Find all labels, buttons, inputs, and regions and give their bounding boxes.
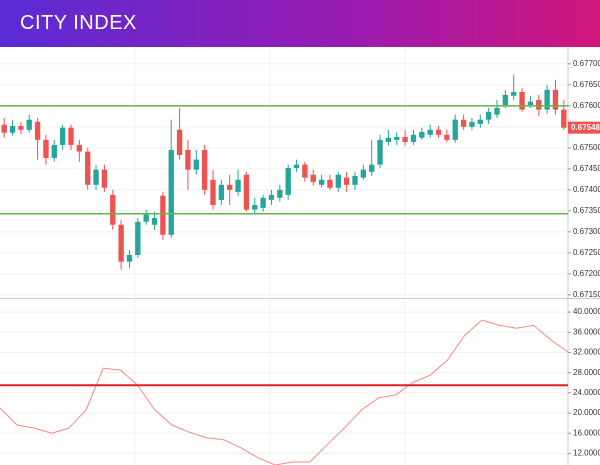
- candle-body: [118, 224, 124, 262]
- candle-body: [310, 174, 316, 182]
- last-price-box: [568, 121, 600, 134]
- y-tick-label: 0.67450: [573, 164, 600, 173]
- candle-body: [511, 91, 517, 96]
- y-tick-label: 0.67600: [573, 101, 600, 110]
- y-tick-label: 12.0000: [573, 449, 600, 458]
- candle-body: [85, 151, 91, 185]
- candle-body: [277, 189, 283, 198]
- candle-body: [93, 169, 99, 185]
- candle-body: [34, 121, 41, 140]
- candle-body: [444, 134, 450, 140]
- candle-body: [402, 136, 408, 142]
- y-tick-label: 24.0000: [573, 388, 600, 397]
- brand: CITY INDEX: [20, 12, 137, 34]
- candle-body: [419, 131, 425, 138]
- candle-body: [1, 124, 7, 133]
- candle-body: [26, 119, 32, 130]
- candle-body: [176, 129, 183, 155]
- candle-body: [76, 144, 83, 152]
- y-tick-label: 32.0000: [573, 348, 600, 357]
- candle-body: [210, 179, 216, 205]
- y-tick-label: 16.0000: [573, 428, 600, 437]
- candle-body: [243, 174, 250, 210]
- candle-body: [9, 125, 16, 133]
- candle-body: [394, 136, 400, 140]
- candle-body: [360, 169, 367, 178]
- candle-body: [485, 111, 492, 120]
- candle-body: [293, 164, 300, 169]
- y-tick-label: 0.67250: [573, 248, 600, 257]
- y-tick-label: 0.67700: [573, 59, 600, 68]
- y-tick-label: 0.67400: [573, 185, 600, 194]
- candle-body: [110, 194, 116, 225]
- y-tick-label: 20.0000: [573, 408, 600, 417]
- candle-body: [193, 159, 199, 170]
- candle-body: [218, 184, 225, 200]
- candle-body: [343, 177, 350, 185]
- candle-body: [151, 218, 158, 225]
- candle-body: [385, 137, 392, 142]
- candle-body: [561, 109, 567, 128]
- candle-body: [59, 127, 66, 145]
- candle-body: [68, 127, 74, 145]
- y-tick-label: 36.0000: [573, 327, 600, 336]
- y-tick-label: 28.0000: [573, 368, 600, 377]
- candle-body: [185, 149, 191, 170]
- candle-body: [168, 149, 174, 235]
- candle-body: [427, 129, 433, 135]
- candle-body: [18, 125, 24, 130]
- last-price-label: 0.67548: [571, 123, 600, 132]
- y-tick-label: 0.67150: [573, 290, 600, 299]
- candle-body: [160, 195, 166, 235]
- candle-body: [410, 134, 417, 142]
- candle-body: [143, 214, 149, 222]
- header: CITY INDEX: [0, 0, 600, 47]
- y-tick-label: 0.67500: [573, 143, 600, 152]
- candle-body: [268, 194, 275, 200]
- candle-body: [494, 107, 500, 115]
- candle-body: [452, 119, 458, 140]
- candle-body: [352, 175, 358, 185]
- candle-body: [126, 254, 133, 262]
- candle-body: [318, 179, 325, 185]
- y-tick-label: 0.67650: [573, 80, 600, 89]
- candle-body: [51, 144, 57, 158]
- candle-body: [435, 129, 442, 135]
- candle-body: [527, 101, 534, 105]
- candle-body: [235, 179, 241, 192]
- candle-body: [469, 121, 475, 127]
- candle-body: [536, 99, 542, 110]
- candle-body: [252, 204, 258, 210]
- candle-body: [502, 94, 509, 105]
- candle-body: [460, 119, 467, 127]
- indicator-line: [0, 319, 569, 465]
- candle-body: [43, 139, 49, 158]
- candle-body: [101, 169, 108, 188]
- candle-body: [302, 164, 308, 178]
- candle-body: [201, 149, 208, 190]
- candle-body: [377, 139, 383, 165]
- candle-body: [519, 91, 525, 110]
- candle-body: [544, 89, 550, 110]
- candle-body: [335, 174, 341, 188]
- candle-body: [552, 89, 559, 110]
- y-tick-label: 40.0000: [573, 307, 600, 316]
- candle-body: [285, 168, 291, 195]
- y-tick-label: 0.67350: [573, 206, 600, 215]
- y-tick-label: 0.67300: [573, 227, 600, 236]
- candle-body: [477, 119, 483, 124]
- candle-body: [369, 164, 375, 172]
- y-tick-label: 0.67200: [573, 269, 600, 278]
- candle-body: [227, 184, 233, 190]
- candle-body: [327, 179, 333, 188]
- candle-body: [260, 197, 266, 208]
- candle-body: [135, 221, 141, 255]
